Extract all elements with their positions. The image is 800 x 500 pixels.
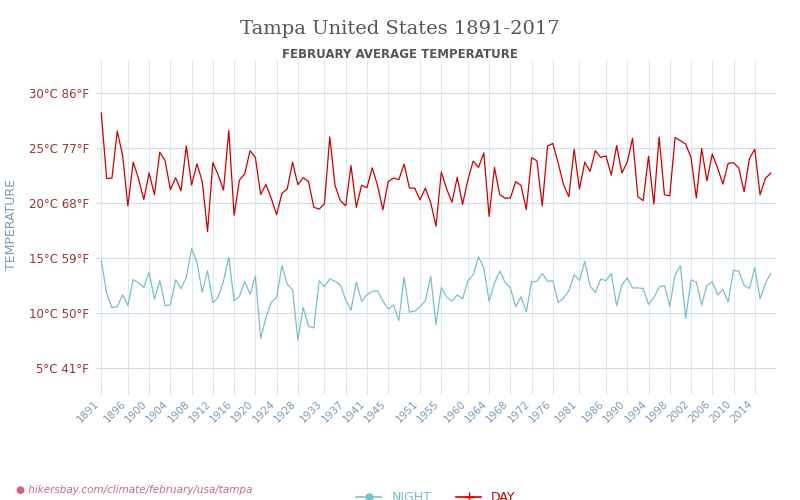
Y-axis label: TEMPERATURE: TEMPERATURE (5, 180, 18, 270)
Text: ● hikersbay.com/climate/february/usa/tampa: ● hikersbay.com/climate/february/usa/tam… (16, 485, 252, 495)
Text: Tampa United States 1891-2017: Tampa United States 1891-2017 (240, 20, 560, 38)
Text: FEBRUARY AVERAGE TEMPERATURE: FEBRUARY AVERAGE TEMPERATURE (282, 48, 518, 60)
Legend: NIGHT, DAY: NIGHT, DAY (351, 486, 521, 500)
